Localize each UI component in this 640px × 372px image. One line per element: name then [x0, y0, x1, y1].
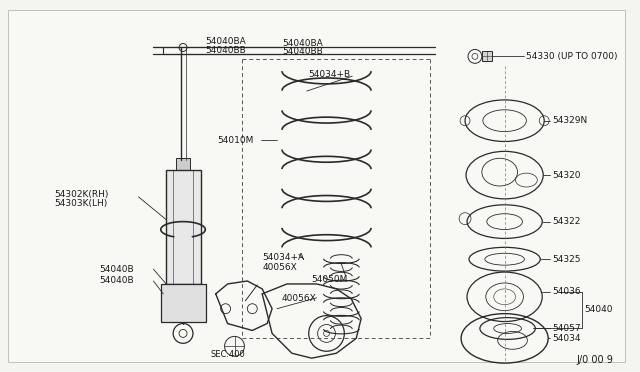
Text: 54040B: 54040B [99, 264, 134, 274]
Text: 54320: 54320 [552, 171, 580, 180]
Text: SEC.400: SEC.400 [211, 350, 246, 359]
Text: 40056X: 40056X [262, 263, 297, 272]
Text: 54303K(LH): 54303K(LH) [54, 199, 108, 208]
Bar [161, 284, 206, 321]
Text: 54010M: 54010M [218, 136, 254, 145]
FancyBboxPatch shape [482, 51, 492, 61]
Text: 54057: 54057 [552, 324, 580, 333]
Text: 54034: 54034 [552, 334, 580, 343]
Text: 54325: 54325 [552, 255, 580, 264]
Text: 54329N: 54329N [552, 116, 588, 125]
Text: 54040BA: 54040BA [205, 37, 246, 46]
Text: 54040: 54040 [584, 305, 612, 314]
Bar [166, 170, 201, 284]
Text: 54040BB: 54040BB [205, 46, 246, 55]
Text: 54040BB: 54040BB [282, 47, 323, 56]
Text: J/0 00 9: J/0 00 9 [577, 355, 614, 365]
Text: 54050M: 54050M [312, 275, 348, 283]
Text: 40056X: 40056X [282, 294, 317, 303]
Text: 54330 (UP TO 0700): 54330 (UP TO 0700) [526, 52, 618, 61]
Text: 54322: 54322 [552, 217, 580, 226]
Text: 54034+B: 54034+B [308, 70, 351, 79]
Bar [176, 158, 190, 170]
Text: 54036: 54036 [552, 288, 580, 296]
Text: 54040BA: 54040BA [282, 39, 323, 48]
Text: 54040B: 54040B [99, 276, 134, 285]
Text: 54034+A: 54034+A [262, 253, 305, 262]
Text: 54302K(RH): 54302K(RH) [54, 190, 109, 199]
